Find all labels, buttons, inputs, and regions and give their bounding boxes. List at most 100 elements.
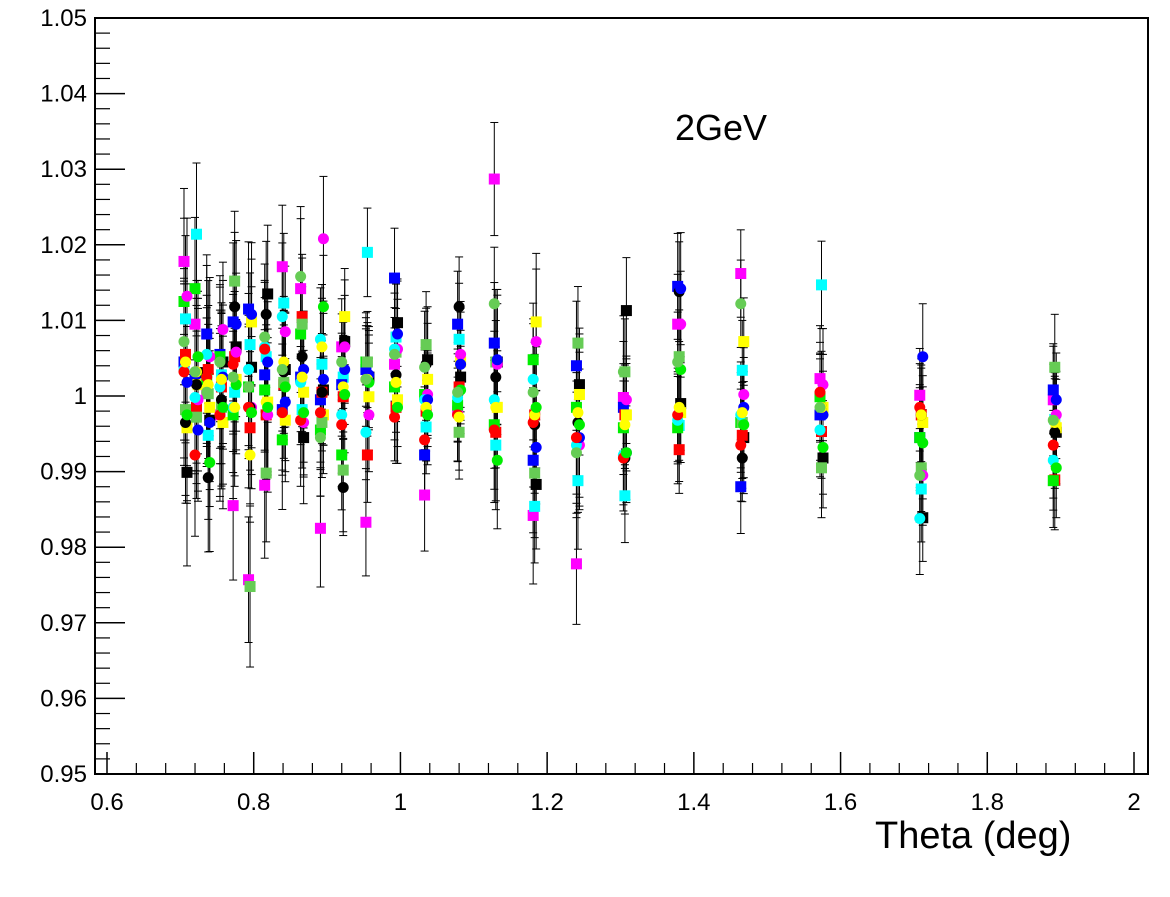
data-point-square (814, 373, 826, 385)
data-point-square (815, 462, 827, 474)
data-point-square (296, 318, 308, 330)
data-point-square (295, 328, 307, 340)
data-point-circle (1049, 426, 1061, 438)
data-point-square (453, 333, 465, 345)
data-point-square (389, 272, 401, 284)
data-point-circle (620, 447, 632, 459)
data-point-circle (243, 381, 255, 393)
data-point-square (179, 404, 191, 416)
data-point-circle (215, 373, 227, 385)
data-point-square (260, 351, 272, 363)
data-point-circle (814, 424, 826, 436)
data-point-square (314, 522, 326, 534)
data-point-square (619, 490, 631, 502)
data-point-square (573, 388, 585, 400)
data-point-square (339, 311, 351, 323)
data-point-square (202, 364, 214, 376)
data-point-square (1047, 384, 1059, 396)
data-point-circle (491, 454, 503, 466)
data-point-square (189, 283, 201, 295)
data-point-circle (230, 318, 242, 330)
data-point-circle (246, 308, 258, 320)
data-point-circle (317, 233, 329, 245)
data-point-square (244, 422, 256, 434)
y-tick-label: 1.03 (40, 156, 87, 183)
data-point-circle (675, 318, 687, 330)
data-point-square (419, 489, 431, 501)
x-tick-label: 1.2 (530, 789, 563, 816)
data-point-circle (227, 371, 239, 383)
data-point-circle (214, 356, 226, 368)
data-point-circle (295, 271, 307, 283)
data-point-square (453, 426, 465, 438)
data-point-circle (360, 373, 372, 385)
data-point-square (530, 478, 542, 490)
data-point-circle (814, 386, 826, 398)
data-point-square (278, 297, 290, 309)
data-point-square (178, 255, 190, 267)
data-point-square (336, 449, 348, 461)
data-point-circle (570, 447, 582, 459)
data-point-circle (1050, 462, 1062, 474)
data-point-circle (259, 331, 271, 343)
data-point-square (1049, 361, 1061, 373)
data-point-circle (246, 407, 258, 419)
data-point-square (673, 444, 685, 456)
y-tick-label: 1 (74, 383, 87, 410)
data-point-circle (316, 386, 328, 398)
data-point-square (298, 432, 310, 444)
data-point-circle (279, 381, 291, 393)
data-point-circle (1047, 439, 1059, 451)
data-point-circle (229, 401, 241, 413)
data-point-circle (204, 457, 216, 469)
data-point-circle (917, 437, 929, 449)
data-point-circle (192, 424, 204, 436)
data-point-circle (914, 512, 926, 524)
data-point-square (361, 449, 373, 461)
data-point-square (736, 429, 748, 441)
data-point-circle (620, 394, 632, 406)
data-point-square (259, 369, 271, 381)
data-point-circle (178, 366, 190, 378)
data-point-circle (262, 409, 274, 421)
data-point-square (181, 422, 193, 434)
data-point-circle (317, 301, 329, 313)
data-point-square (244, 581, 256, 593)
data-point-square (260, 467, 272, 479)
data-point-circle (314, 432, 326, 444)
data-point-circle (392, 401, 404, 413)
data-point-square (738, 336, 750, 348)
data-point-square (529, 500, 541, 512)
data-point-square (570, 558, 582, 570)
data-point-square (190, 228, 202, 240)
data-point-square (455, 371, 467, 383)
data-point-circle (490, 371, 502, 383)
data-point-square (527, 509, 539, 521)
data-point-circle (915, 409, 927, 421)
data-point-circle (917, 351, 929, 363)
data-point-circle (530, 441, 542, 453)
data-point-circle (192, 351, 204, 363)
data-point-square (452, 399, 464, 411)
x-tick-label: 2 (1127, 789, 1140, 816)
data-point-circle (453, 301, 465, 313)
data-point-circle (573, 419, 585, 431)
data-point-square (201, 328, 213, 340)
data-point-square (735, 481, 747, 493)
data-point-square (361, 356, 373, 368)
data-point-circle (675, 283, 687, 295)
data-point-circle (735, 439, 747, 451)
data-point-circle (279, 326, 291, 338)
data-point-square (529, 467, 541, 479)
data-point-circle (279, 396, 291, 408)
data-point-square (917, 416, 929, 428)
data-point-square (227, 500, 239, 512)
x-tick-label: 1.8 (971, 789, 1004, 816)
data-point-square (617, 401, 629, 413)
data-point-circle (735, 298, 747, 310)
data-point-square (279, 414, 291, 426)
data-point-circle (419, 361, 431, 373)
data-point-square (914, 432, 926, 444)
data-point-circle (204, 416, 216, 428)
data-point-circle (190, 379, 202, 391)
